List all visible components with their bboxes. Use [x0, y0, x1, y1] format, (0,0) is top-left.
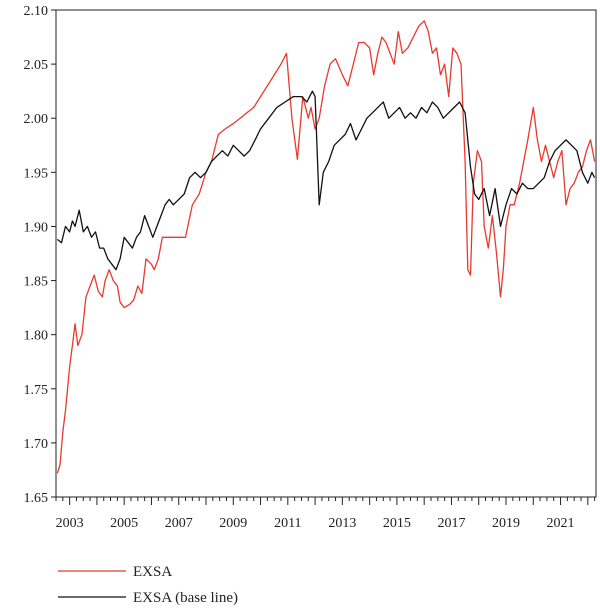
y-tick-label: 1.80	[24, 329, 49, 344]
x-tick-label: 2019	[492, 516, 520, 531]
y-tick-label: 1.95	[24, 166, 49, 181]
legend: EXSA EXSA (base line)	[58, 564, 238, 606]
legend-label-exsa: EXSA	[133, 564, 172, 580]
x-tick-label: 2015	[383, 516, 411, 531]
series-line-exsa	[56, 20, 596, 474]
y-tick-label: 1.70	[24, 437, 49, 452]
x-tick-label: 2003	[56, 516, 84, 531]
y-tick-label: 1.85	[24, 275, 49, 290]
y-axis: 1.65 1.70 1.75 1.80 1.85 1.90 1.95 2.00 2.05 2.10	[24, 4, 56, 506]
y-tick-label: 2.10	[24, 4, 49, 19]
y-tick-label: 1.65	[24, 491, 49, 506]
y-tick-label: 1.75	[24, 383, 49, 398]
x-tick-label: 2005	[110, 516, 138, 531]
y-tick-label: 2.05	[24, 58, 49, 73]
plot-frame	[55, 9, 597, 498]
series-lines	[56, 20, 596, 474]
series-line-exsa-base-line	[56, 90, 596, 271]
x-tick-label: 2007	[165, 516, 193, 531]
y-tick-label: 1.90	[24, 220, 49, 235]
x-tick-label: 2011	[274, 516, 301, 531]
x-axis: 2003 2005 2007 2009 2011 2013 2015 2017 2019 2021	[55, 497, 596, 531]
legend-label-exsa-base-line: EXSA (base line)	[133, 590, 238, 606]
x-tick-label: 2013	[328, 516, 356, 531]
x-tick-label: 2017	[437, 516, 465, 531]
x-tick-label: 2009	[219, 516, 247, 531]
x-tick-label: 2021	[547, 516, 575, 531]
y-tick-label: 2.00	[24, 112, 49, 127]
